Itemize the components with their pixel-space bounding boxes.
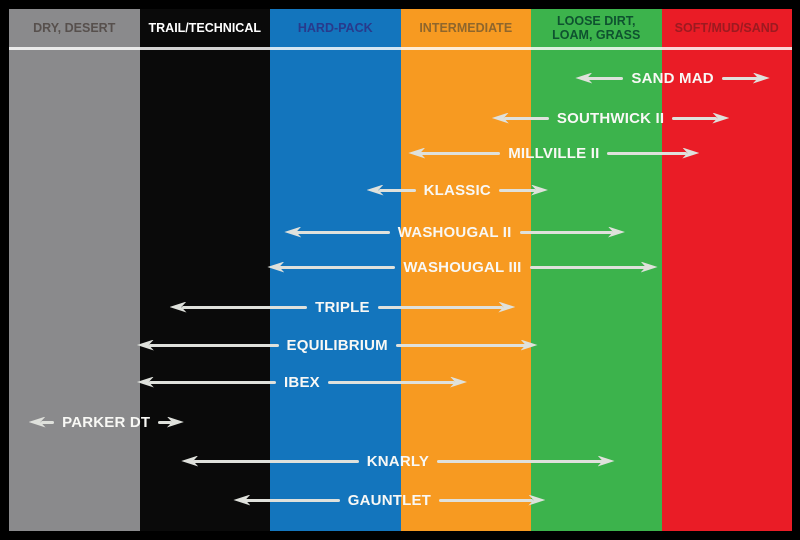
arrow-line — [607, 151, 688, 155]
tire-range-row: SOUTHWICK II — [491, 108, 730, 128]
tire-name: PARKER DT — [62, 413, 151, 431]
arrow-line — [193, 459, 359, 463]
arrow-line — [148, 380, 277, 384]
tire-range-row: WASHOUGAL II — [284, 222, 625, 242]
tire-range-row: MILLVILLE II — [408, 143, 700, 163]
tire-name: SOUTHWICK II — [556, 109, 665, 127]
tire-name: KLASSIC — [423, 181, 491, 199]
right-arrowhead-icon — [450, 376, 468, 388]
left-arrowhead-icon — [267, 261, 285, 273]
arrow-line — [327, 380, 456, 384]
arrow-line — [377, 305, 504, 309]
left-arrowhead-icon — [366, 184, 384, 196]
terrain-header-label: DRY, DESERT — [33, 21, 116, 35]
tire-range-row: GAUNTLET — [233, 490, 546, 510]
left-arrowhead-icon — [28, 416, 46, 428]
arrow-line — [378, 188, 416, 192]
terrain-column: TRAIL/TECHNICAL — [139, 9, 270, 531]
left-arrowhead-icon — [181, 455, 199, 467]
header-divider — [9, 47, 792, 50]
tire-name: TRIPLE — [315, 298, 370, 316]
right-arrowhead-icon — [597, 455, 615, 467]
arrow-line — [519, 230, 613, 234]
tire-range-row: TRIPLE — [169, 297, 516, 317]
left-arrowhead-icon — [284, 226, 302, 238]
tire-name: IBEX — [284, 373, 320, 391]
left-arrowhead-icon — [408, 147, 426, 159]
tire-name: SAND MAD — [631, 69, 714, 87]
terrain-column: DRY, DESERT — [9, 9, 140, 531]
tire-name: KNARLY — [366, 452, 430, 470]
arrow-line — [420, 151, 501, 155]
right-arrowhead-icon — [752, 72, 770, 84]
right-arrowhead-icon — [166, 416, 184, 428]
tire-range-row: WASHOUGAL III — [267, 257, 658, 277]
right-arrowhead-icon — [528, 494, 546, 506]
right-arrowhead-icon — [530, 184, 548, 196]
tire-range-row: IBEX — [136, 372, 468, 392]
arrow-line — [158, 420, 172, 424]
left-arrowhead-icon — [233, 494, 251, 506]
tire-name: EQUILIBRIUM — [286, 336, 388, 354]
tire-range-row: KLASSIC — [366, 180, 548, 200]
terrain-column: INTERMEDIATE — [400, 9, 531, 531]
arrow-line — [721, 76, 758, 80]
left-arrowhead-icon — [136, 376, 154, 388]
arrow-line — [437, 459, 603, 463]
tire-name: WASHOUGAL III — [403, 258, 522, 276]
tire-range-row: PARKER DT — [28, 412, 184, 432]
left-arrowhead-icon — [575, 72, 593, 84]
right-arrowhead-icon — [520, 339, 538, 351]
terrain-column: SOFT/MUD/SAND — [661, 9, 792, 531]
arrow-line — [498, 188, 536, 192]
arrow-line — [40, 420, 55, 424]
arrow-line — [296, 230, 390, 234]
terrain-header-label: TRAIL/TECHNICAL — [148, 21, 262, 35]
tire-name: MILLVILLE II — [508, 144, 600, 162]
terrain-header-label: HARD-PACK — [297, 21, 373, 35]
arrow-line — [279, 265, 396, 269]
tire-name: GAUNTLET — [347, 491, 432, 509]
right-arrowhead-icon — [607, 226, 625, 238]
right-arrowhead-icon — [498, 301, 516, 313]
left-arrowhead-icon — [169, 301, 187, 313]
arrow-line — [672, 116, 718, 120]
right-arrowhead-icon — [682, 147, 700, 159]
arrow-line — [503, 116, 549, 120]
arrow-line — [587, 76, 624, 80]
arrow-line — [181, 305, 308, 309]
terrain-column: LOOSE DIRT, LOAM, GRASS — [531, 9, 662, 531]
terrain-column: HARD-PACK — [270, 9, 401, 531]
terrain-header-label: INTERMEDIATE — [419, 21, 513, 35]
tire-name: WASHOUGAL II — [397, 223, 512, 241]
right-arrowhead-icon — [712, 112, 730, 124]
left-arrowhead-icon — [491, 112, 509, 124]
right-arrowhead-icon — [640, 261, 658, 273]
chart-board: DRY, DESERT TRAIL/TECHNICAL HARD-PACK INTER… — [9, 9, 792, 531]
tire-range-row: KNARLY — [181, 451, 615, 471]
arrow-line — [245, 498, 340, 502]
arrow-line — [148, 343, 279, 347]
left-arrowhead-icon — [136, 339, 154, 351]
tire-range-row: SAND MAD — [575, 68, 770, 88]
terrain-header-label: SOFT/MUD/SAND — [674, 21, 779, 35]
arrow-line — [395, 343, 526, 347]
tire-range-row: EQUILIBRIUM — [136, 335, 538, 355]
terrain-header-label: LOOSE DIRT, LOAM, GRASS — [552, 14, 641, 42]
arrow-line — [529, 265, 646, 269]
arrow-line — [439, 498, 534, 502]
